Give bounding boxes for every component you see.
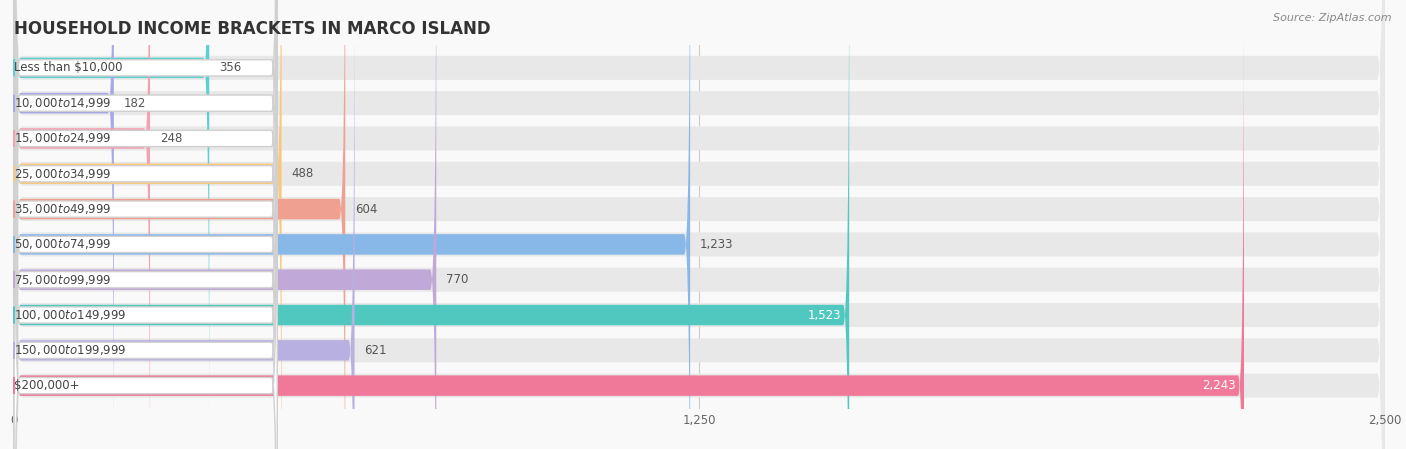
Text: 488: 488 (291, 167, 314, 180)
FancyBboxPatch shape (14, 0, 1385, 449)
Text: 1,233: 1,233 (700, 238, 734, 251)
FancyBboxPatch shape (14, 0, 1385, 449)
Text: $100,000 to $149,999: $100,000 to $149,999 (14, 308, 127, 322)
Text: HOUSEHOLD INCOME BRACKETS IN MARCO ISLAND: HOUSEHOLD INCOME BRACKETS IN MARCO ISLAN… (14, 20, 491, 38)
FancyBboxPatch shape (14, 0, 1385, 449)
FancyBboxPatch shape (14, 0, 277, 449)
FancyBboxPatch shape (14, 0, 1385, 449)
Text: $75,000 to $99,999: $75,000 to $99,999 (14, 273, 112, 287)
Text: Source: ZipAtlas.com: Source: ZipAtlas.com (1274, 13, 1392, 23)
FancyBboxPatch shape (14, 0, 277, 449)
FancyBboxPatch shape (14, 0, 1385, 449)
Text: Less than $10,000: Less than $10,000 (14, 62, 122, 75)
FancyBboxPatch shape (14, 0, 354, 449)
FancyBboxPatch shape (14, 0, 1385, 449)
Text: 356: 356 (219, 62, 240, 75)
Text: 2,243: 2,243 (1202, 379, 1236, 392)
FancyBboxPatch shape (14, 0, 209, 446)
Text: $10,000 to $14,999: $10,000 to $14,999 (14, 96, 112, 110)
FancyBboxPatch shape (14, 41, 277, 449)
FancyBboxPatch shape (14, 0, 1385, 449)
Text: 1,523: 1,523 (807, 308, 841, 321)
FancyBboxPatch shape (14, 0, 436, 449)
Text: $15,000 to $24,999: $15,000 to $24,999 (14, 132, 112, 145)
Text: 248: 248 (160, 132, 181, 145)
Text: 182: 182 (124, 97, 146, 110)
FancyBboxPatch shape (14, 0, 277, 448)
FancyBboxPatch shape (14, 5, 277, 449)
Text: $150,000 to $199,999: $150,000 to $199,999 (14, 343, 127, 357)
FancyBboxPatch shape (14, 0, 346, 449)
Text: $35,000 to $49,999: $35,000 to $49,999 (14, 202, 112, 216)
Text: $25,000 to $34,999: $25,000 to $34,999 (14, 167, 112, 181)
Text: 770: 770 (446, 273, 468, 286)
FancyBboxPatch shape (14, 0, 277, 449)
FancyBboxPatch shape (14, 0, 1385, 449)
FancyBboxPatch shape (14, 0, 114, 449)
FancyBboxPatch shape (14, 0, 277, 413)
FancyBboxPatch shape (14, 8, 1244, 449)
FancyBboxPatch shape (14, 0, 277, 449)
FancyBboxPatch shape (14, 0, 281, 449)
FancyBboxPatch shape (14, 0, 690, 449)
Text: $200,000+: $200,000+ (14, 379, 80, 392)
FancyBboxPatch shape (14, 0, 150, 449)
FancyBboxPatch shape (14, 0, 1385, 449)
Text: 621: 621 (364, 344, 387, 357)
FancyBboxPatch shape (14, 0, 277, 449)
FancyBboxPatch shape (14, 0, 849, 449)
Text: $50,000 to $74,999: $50,000 to $74,999 (14, 238, 112, 251)
FancyBboxPatch shape (14, 0, 1385, 449)
FancyBboxPatch shape (14, 0, 277, 449)
Text: 604: 604 (354, 202, 377, 216)
